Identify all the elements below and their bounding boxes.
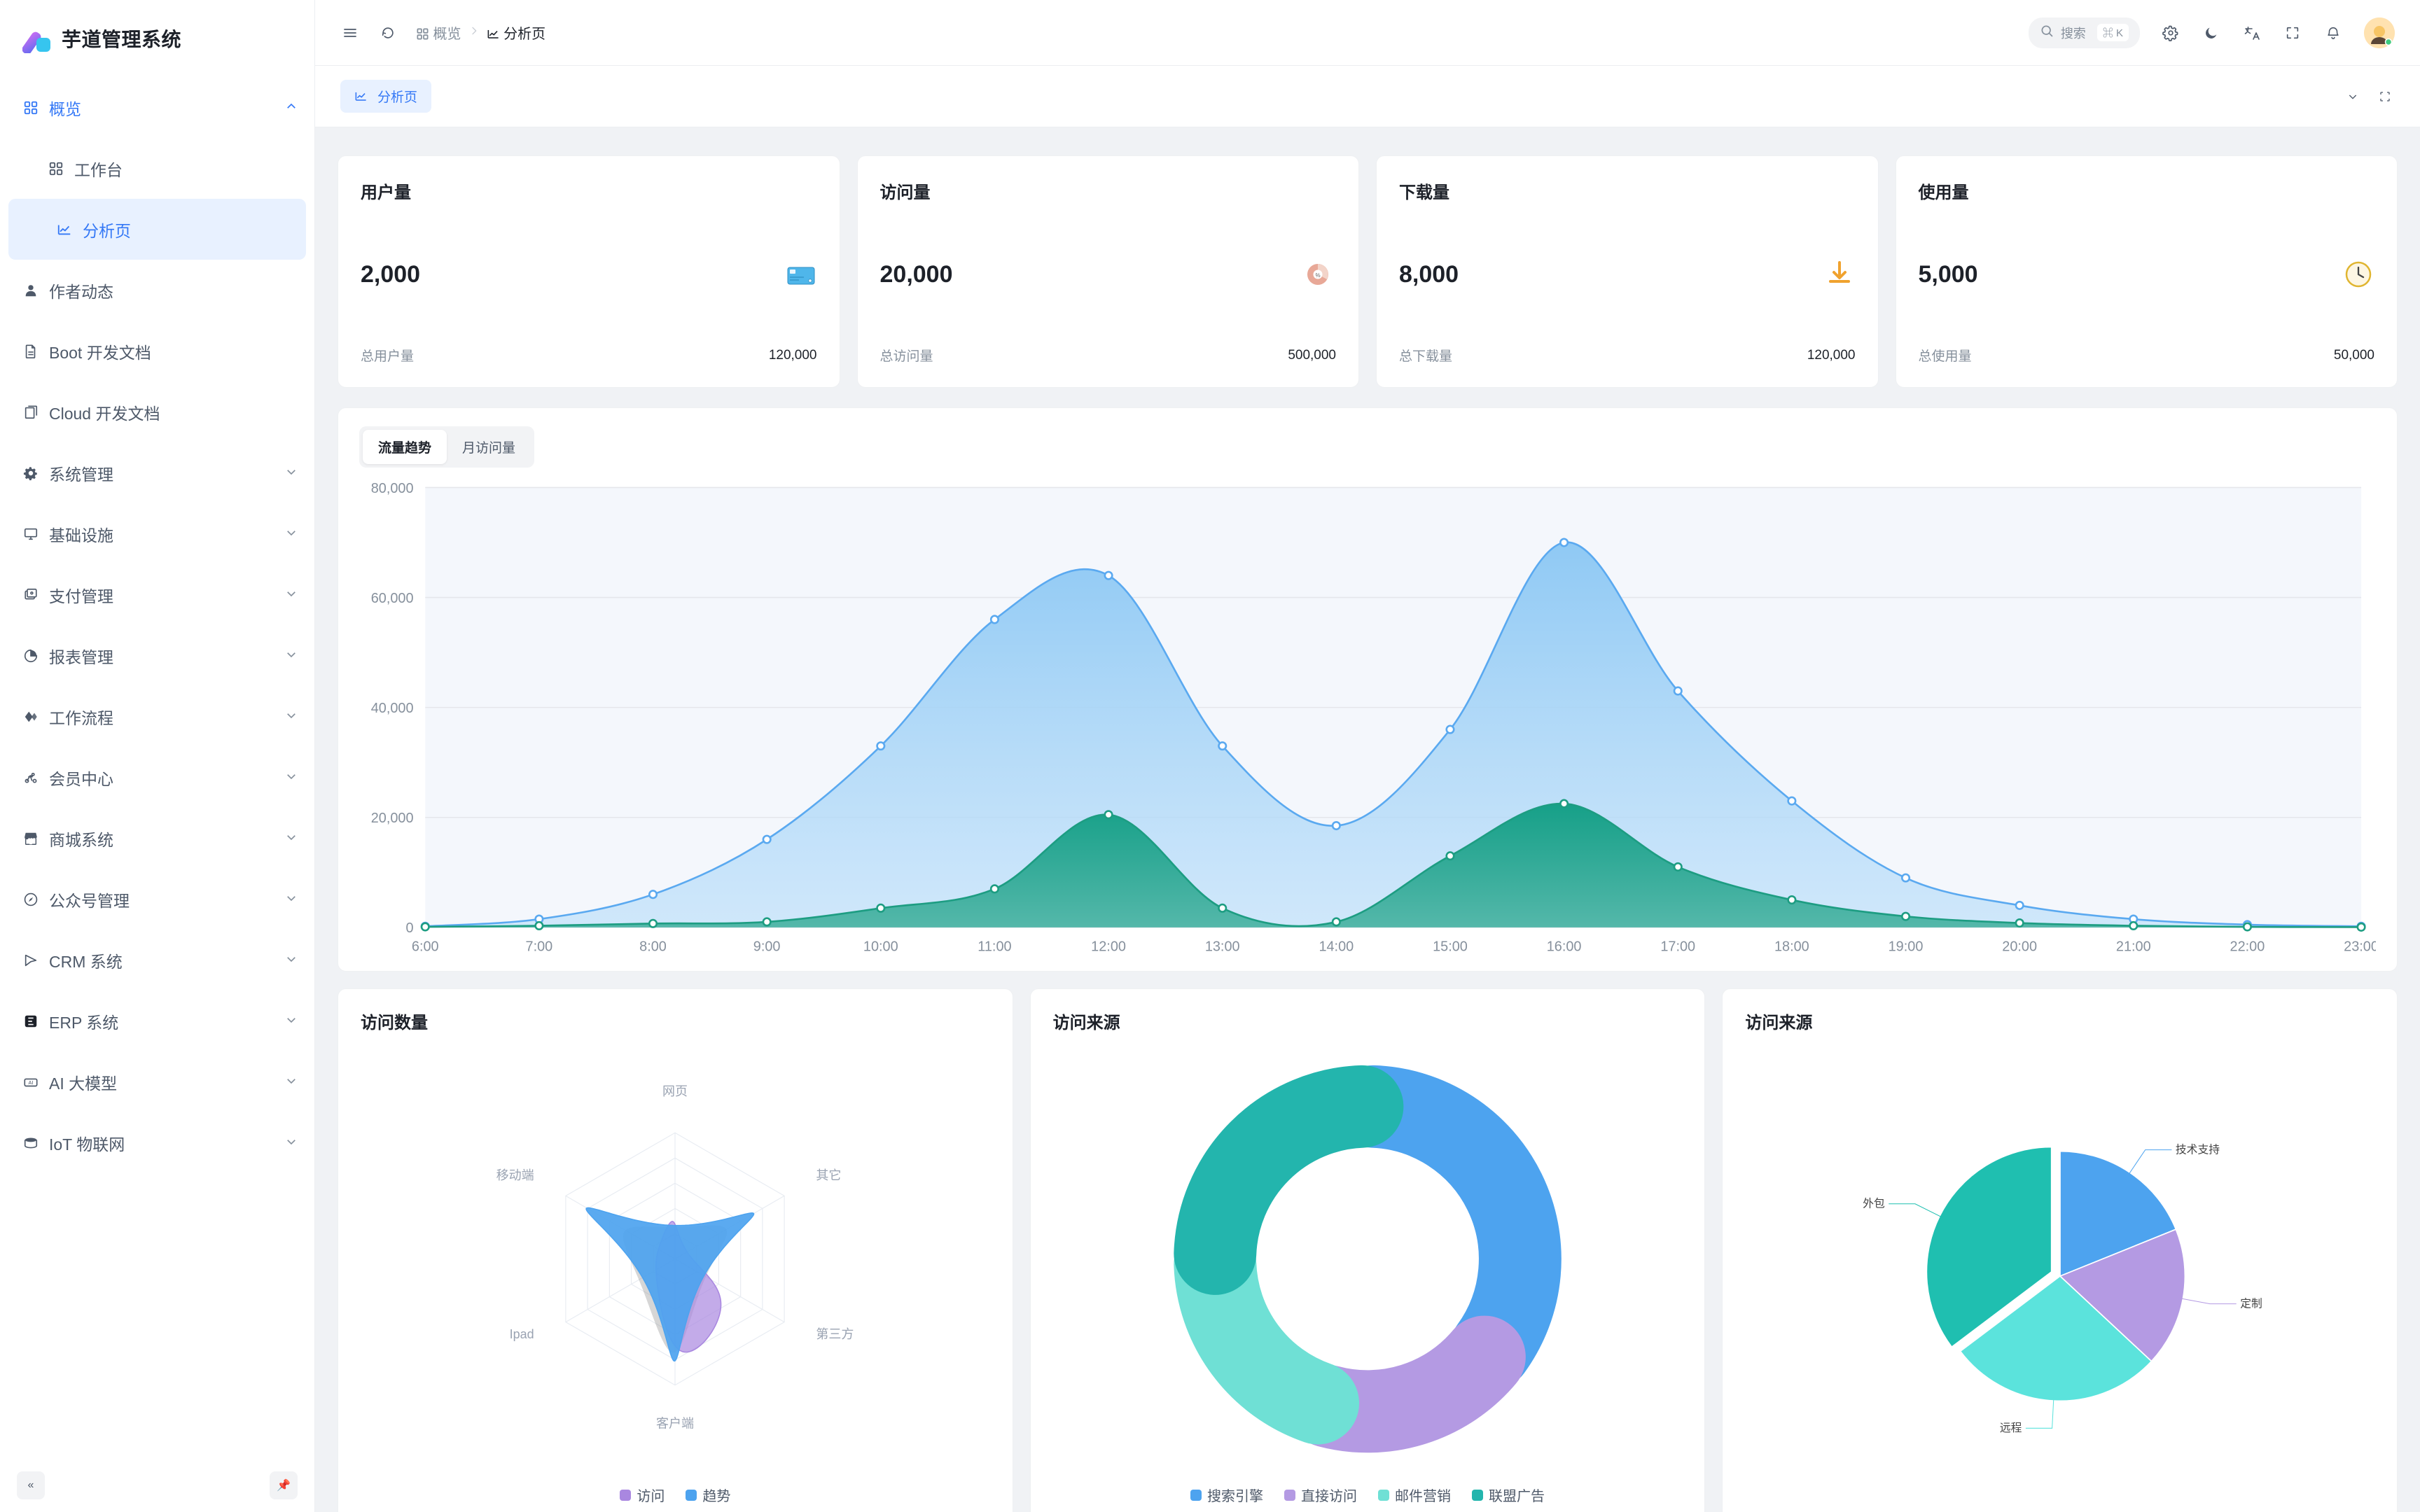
svg-text:7:00: 7:00 — [526, 939, 553, 954]
svg-text:6:00: 6:00 — [412, 939, 439, 954]
svg-text:14:00: 14:00 — [1319, 939, 1354, 954]
svg-text:Ipad: Ipad — [510, 1327, 534, 1341]
svg-text:技术支持: 技术支持 — [2176, 1144, 2220, 1156]
svg-text:定制: 定制 — [2240, 1298, 2262, 1310]
svg-text:远程: 远程 — [2000, 1422, 2022, 1434]
svg-text:23:00: 23:00 — [2344, 939, 2376, 954]
svg-text:13:00: 13:00 — [1205, 939, 1240, 954]
svg-text:12:00: 12:00 — [1091, 939, 1126, 954]
svg-text:9:00: 9:00 — [753, 939, 781, 954]
svg-text:18:00: 18:00 — [1774, 939, 1809, 954]
svg-text:网页: 网页 — [662, 1084, 688, 1098]
svg-text:移动端: 移动端 — [496, 1168, 534, 1182]
svg-text:22:00: 22:00 — [2230, 939, 2265, 954]
svg-text:40,000: 40,000 — [371, 701, 414, 716]
svg-text:0: 0 — [405, 920, 413, 936]
svg-text:其它: 其它 — [816, 1168, 842, 1182]
svg-text:21:00: 21:00 — [2116, 939, 2151, 954]
svg-text:10:00: 10:00 — [863, 939, 898, 954]
svg-text:第三方: 第三方 — [816, 1327, 854, 1341]
svg-text:客户端: 客户端 — [656, 1417, 694, 1431]
svg-text:17:00: 17:00 — [1660, 939, 1695, 954]
svg-text:80,000: 80,000 — [371, 481, 414, 496]
svg-text:8:00: 8:00 — [639, 939, 667, 954]
svg-text:20:00: 20:00 — [2002, 939, 2037, 954]
svg-text:AI: AI — [29, 1079, 34, 1086]
svg-text:60,000: 60,000 — [371, 591, 414, 606]
svg-text:15:00: 15:00 — [1433, 939, 1468, 954]
svg-text:16:00: 16:00 — [1547, 939, 1582, 954]
svg-text:19:00: 19:00 — [1889, 939, 1924, 954]
svg-text:20,000: 20,000 — [371, 811, 414, 826]
svg-text:11:00: 11:00 — [978, 939, 1011, 954]
svg-text:%: % — [1315, 272, 1320, 279]
svg-text:外包: 外包 — [1863, 1198, 1885, 1210]
